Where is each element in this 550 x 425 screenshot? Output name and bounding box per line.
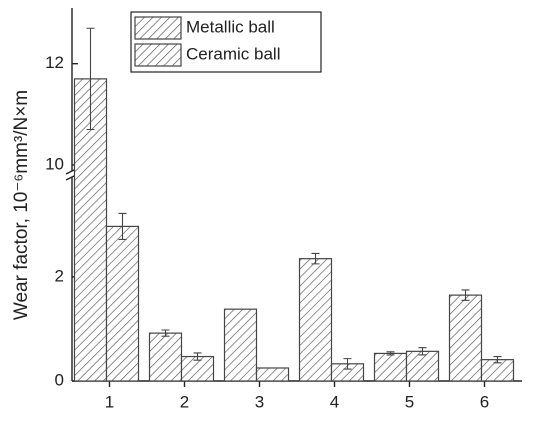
x-tick-label: 1 <box>105 392 114 411</box>
bar <box>105 225 140 382</box>
y-tick-label: 0 <box>55 370 64 389</box>
y-tick-label: 2 <box>55 266 64 285</box>
x-tick-label: 3 <box>255 392 264 411</box>
axes <box>65 8 522 382</box>
bar <box>298 258 333 382</box>
error-bar <box>193 352 202 361</box>
error-bar <box>386 351 395 356</box>
bar <box>373 352 408 382</box>
x-tick-label: 2 <box>180 392 189 411</box>
bar <box>448 294 483 382</box>
bar <box>255 367 290 382</box>
legend-swatch <box>134 16 182 40</box>
legend-swatch <box>134 43 182 67</box>
x-tick-label: 5 <box>405 392 414 411</box>
error-bar <box>161 329 170 337</box>
error-bar <box>343 358 352 370</box>
legend-label: Metallic ball <box>186 17 275 36</box>
legend-label: Ceramic ball <box>186 44 280 63</box>
y-tick-label: 10 <box>45 154 64 173</box>
error-bar <box>118 212 127 240</box>
bar <box>148 332 183 382</box>
error-bar <box>493 355 502 364</box>
bar <box>223 308 258 382</box>
bar <box>405 350 440 382</box>
y-axis-label: Wear factor, 10⁻⁶mm³/N×m <box>11 90 32 320</box>
x-tick-label: 6 <box>480 392 489 411</box>
error-bar <box>86 27 95 131</box>
x-tick-label: 4 <box>330 392 339 411</box>
error-bar <box>418 347 427 356</box>
error-bar <box>461 289 470 301</box>
y-tick-label: 12 <box>45 53 64 72</box>
error-bar <box>311 252 320 265</box>
